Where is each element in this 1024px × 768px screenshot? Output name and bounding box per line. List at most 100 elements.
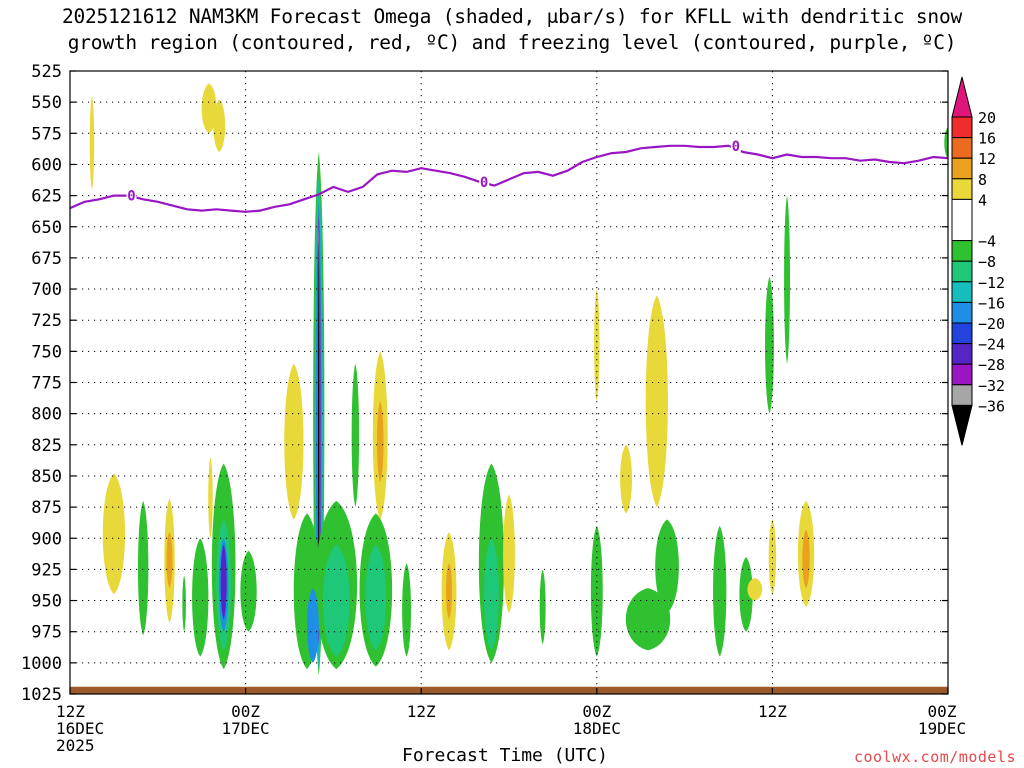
omega-feature: [102, 473, 126, 595]
colorbar-label: −36: [978, 397, 1005, 415]
y-tick-label: 575: [31, 124, 62, 144]
chart-title-line-2: growth region (contoured, red, ºC) and f…: [67, 31, 957, 54]
omega-feature: [620, 444, 632, 514]
y-tick-label: 975: [31, 623, 62, 643]
y-tick-label: 925: [31, 560, 62, 580]
omega-feature: [503, 494, 515, 614]
omega-feature: [802, 529, 810, 589]
omega-shading: [89, 83, 948, 676]
omega-feature: [208, 457, 213, 539]
omega-feature: [166, 532, 173, 589]
omega-feature: [784, 195, 790, 364]
x-tick-label: 16DEC: [56, 719, 104, 738]
omega-feature: [484, 538, 499, 651]
x-tick-label: 12Z: [758, 702, 787, 721]
omega-feature: [768, 519, 777, 595]
colorbar-label: 16: [978, 130, 996, 148]
omega-feature: [89, 95, 95, 190]
y-tick-label: 675: [31, 249, 62, 269]
gridlines: [70, 71, 948, 694]
colorbar-swatch: [951, 322, 973, 345]
freezing-level-label: 0: [127, 189, 135, 205]
omega-feature: [201, 83, 217, 134]
colorbar-swatch: [951, 281, 973, 303]
colorbar-swatch: [951, 260, 973, 283]
y-tick-label: 875: [31, 498, 62, 518]
chart-title: 2025121612 NAM3KM Forecast Omega (shaded…: [0, 4, 1024, 56]
y-tick-label: 625: [31, 187, 62, 207]
colorbar-swatch: [951, 301, 973, 324]
contour-label-bg: [126, 187, 137, 203]
colorbar-top-arrow: [951, 76, 973, 118]
colorbar-label: −28: [978, 356, 1005, 374]
contour-label-bg: [479, 173, 490, 189]
y-tick-label: 900: [31, 529, 62, 549]
y-tick-label: 775: [31, 374, 62, 394]
y-tick-label: 525: [31, 62, 62, 82]
credit-text: coolwx.com/models: [853, 748, 1016, 766]
omega-feature: [137, 500, 149, 636]
colorbar-label: −16: [978, 294, 1005, 312]
colorbar-label: 8: [978, 171, 987, 189]
omega-feature: [322, 544, 350, 657]
omega-feature: [944, 127, 948, 159]
colorbar-bottom-arrow: [951, 404, 973, 446]
y-axis: 525 550 575 600 625 650 675 700 725 750 775 800 825 8…: [21, 62, 948, 705]
colorbar-swatch: [951, 198, 973, 242]
colorbar-label: 20: [978, 109, 996, 127]
omega-feature: [765, 276, 774, 414]
colorbar-swatch: [951, 137, 973, 159]
omega-feature: [365, 544, 387, 651]
y-tick-label: 750: [31, 342, 62, 362]
contour-label-bg: [730, 137, 741, 153]
colorbar-label: −32: [978, 377, 1005, 395]
y-tick-label: 1025: [21, 685, 62, 705]
x-tick-label: 00Z: [231, 702, 260, 721]
freezing-level-contour: 0 0 0: [70, 137, 948, 213]
omega-feature: [240, 550, 257, 632]
y-tick-label: 950: [31, 592, 62, 612]
colorbar-label: −8: [978, 253, 996, 271]
omega-feature: [284, 363, 304, 520]
omega-feature: [594, 289, 600, 402]
x-tick-label: 2025: [56, 736, 95, 755]
y-tick-label: 550: [31, 93, 62, 113]
omega-feature: [539, 569, 546, 645]
y-tick-label: 650: [31, 218, 62, 238]
colorbar-label: −4: [978, 233, 996, 251]
x-tick-label: 00Z: [582, 702, 611, 721]
colorbar: 20 16 12 8 4 −4 −8 −12 −16 −20 −24 −28 −32 −36: [951, 76, 1005, 446]
freezing-level-label: 0: [480, 175, 488, 191]
colorbar-label: 12: [978, 150, 996, 168]
colorbar-swatch: [951, 343, 973, 365]
y-tick-label: 600: [31, 155, 62, 175]
x-tick-label: 19DEC: [918, 719, 966, 738]
x-tick-label: 00Z: [928, 702, 957, 721]
colorbar-swatch: [951, 240, 973, 262]
colorbar-label: −20: [978, 315, 1005, 333]
omega-feature: [182, 575, 186, 632]
omega-feature: [376, 401, 384, 483]
y-tick-label: 825: [31, 436, 62, 456]
y-tick-label: 700: [31, 280, 62, 300]
x-axis-title: Forecast Time (UTC): [402, 745, 608, 766]
omega-feature: [402, 563, 412, 657]
omega-feature: [713, 525, 727, 657]
chart-title-line-1: 2025121612 NAM3KM Forecast Omega (shaded…: [61, 5, 963, 28]
colorbar-swatch: [951, 178, 973, 200]
omega-feature: [213, 99, 226, 152]
omega-feature: [318, 239, 320, 614]
y-tick-label: 1000: [21, 654, 62, 674]
omega-feature: [747, 578, 763, 601]
y-tick-label: 850: [31, 467, 62, 487]
omega-feature: [625, 588, 671, 651]
omega-feature: [645, 295, 668, 508]
freezing-level-label: 0: [732, 139, 740, 155]
omega-feature: [590, 525, 603, 657]
omega-feature: [220, 544, 227, 620]
colorbar-swatch: [951, 116, 973, 139]
omega-feature: [739, 556, 753, 632]
colorbar-swatch: [951, 157, 973, 180]
